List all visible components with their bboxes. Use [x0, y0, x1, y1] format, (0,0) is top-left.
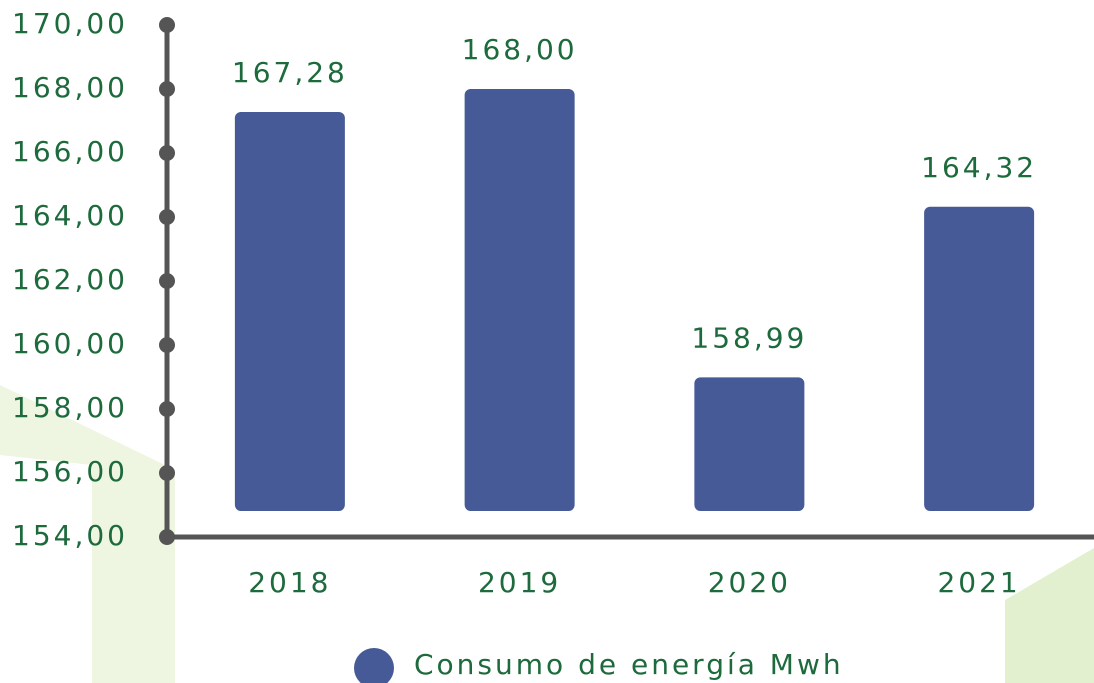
decor-right: [1005, 548, 1094, 683]
y-tick-label: 168,00: [12, 71, 128, 104]
y-tick-label: 160,00: [12, 327, 128, 360]
value-label: 164,32: [921, 151, 1037, 184]
y-tick-mark: [159, 401, 175, 417]
x-tick-label: 2018: [248, 566, 331, 599]
y-tick-label: 158,00: [12, 391, 128, 424]
y-tick-mark: [159, 145, 175, 161]
bar: [924, 206, 1035, 511]
legend-swatch: [354, 648, 394, 683]
y-tick-mark: [159, 81, 175, 97]
y-tick-mark: [159, 17, 175, 33]
y-tick-mark: [159, 273, 175, 289]
y-tick-label: 166,00: [12, 135, 128, 168]
decor-left: [0, 385, 175, 683]
y-tick-label: 170,00: [12, 7, 128, 40]
y-tick-label: 164,00: [12, 199, 128, 232]
value-label: 167,28: [232, 56, 348, 89]
y-tick-label: 156,00: [12, 455, 128, 488]
bar: [234, 112, 345, 511]
y-tick-mark: [159, 529, 175, 545]
value-label: 158,99: [691, 321, 807, 354]
legend-label: Consumo de energía Mwh: [414, 648, 844, 681]
x-tick-label: 2021: [937, 566, 1020, 599]
y-tick-mark: [159, 465, 175, 481]
value-label: 168,00: [462, 33, 578, 66]
x-tick-label: 2020: [708, 566, 791, 599]
y-tick-label: 162,00: [12, 263, 128, 296]
bar: [464, 89, 575, 511]
y-tick-mark: [159, 209, 175, 225]
y-tick-mark: [159, 337, 175, 353]
y-tick-label: 154,00: [12, 519, 128, 552]
bar: [694, 377, 805, 511]
x-tick-label: 2019: [478, 566, 561, 599]
